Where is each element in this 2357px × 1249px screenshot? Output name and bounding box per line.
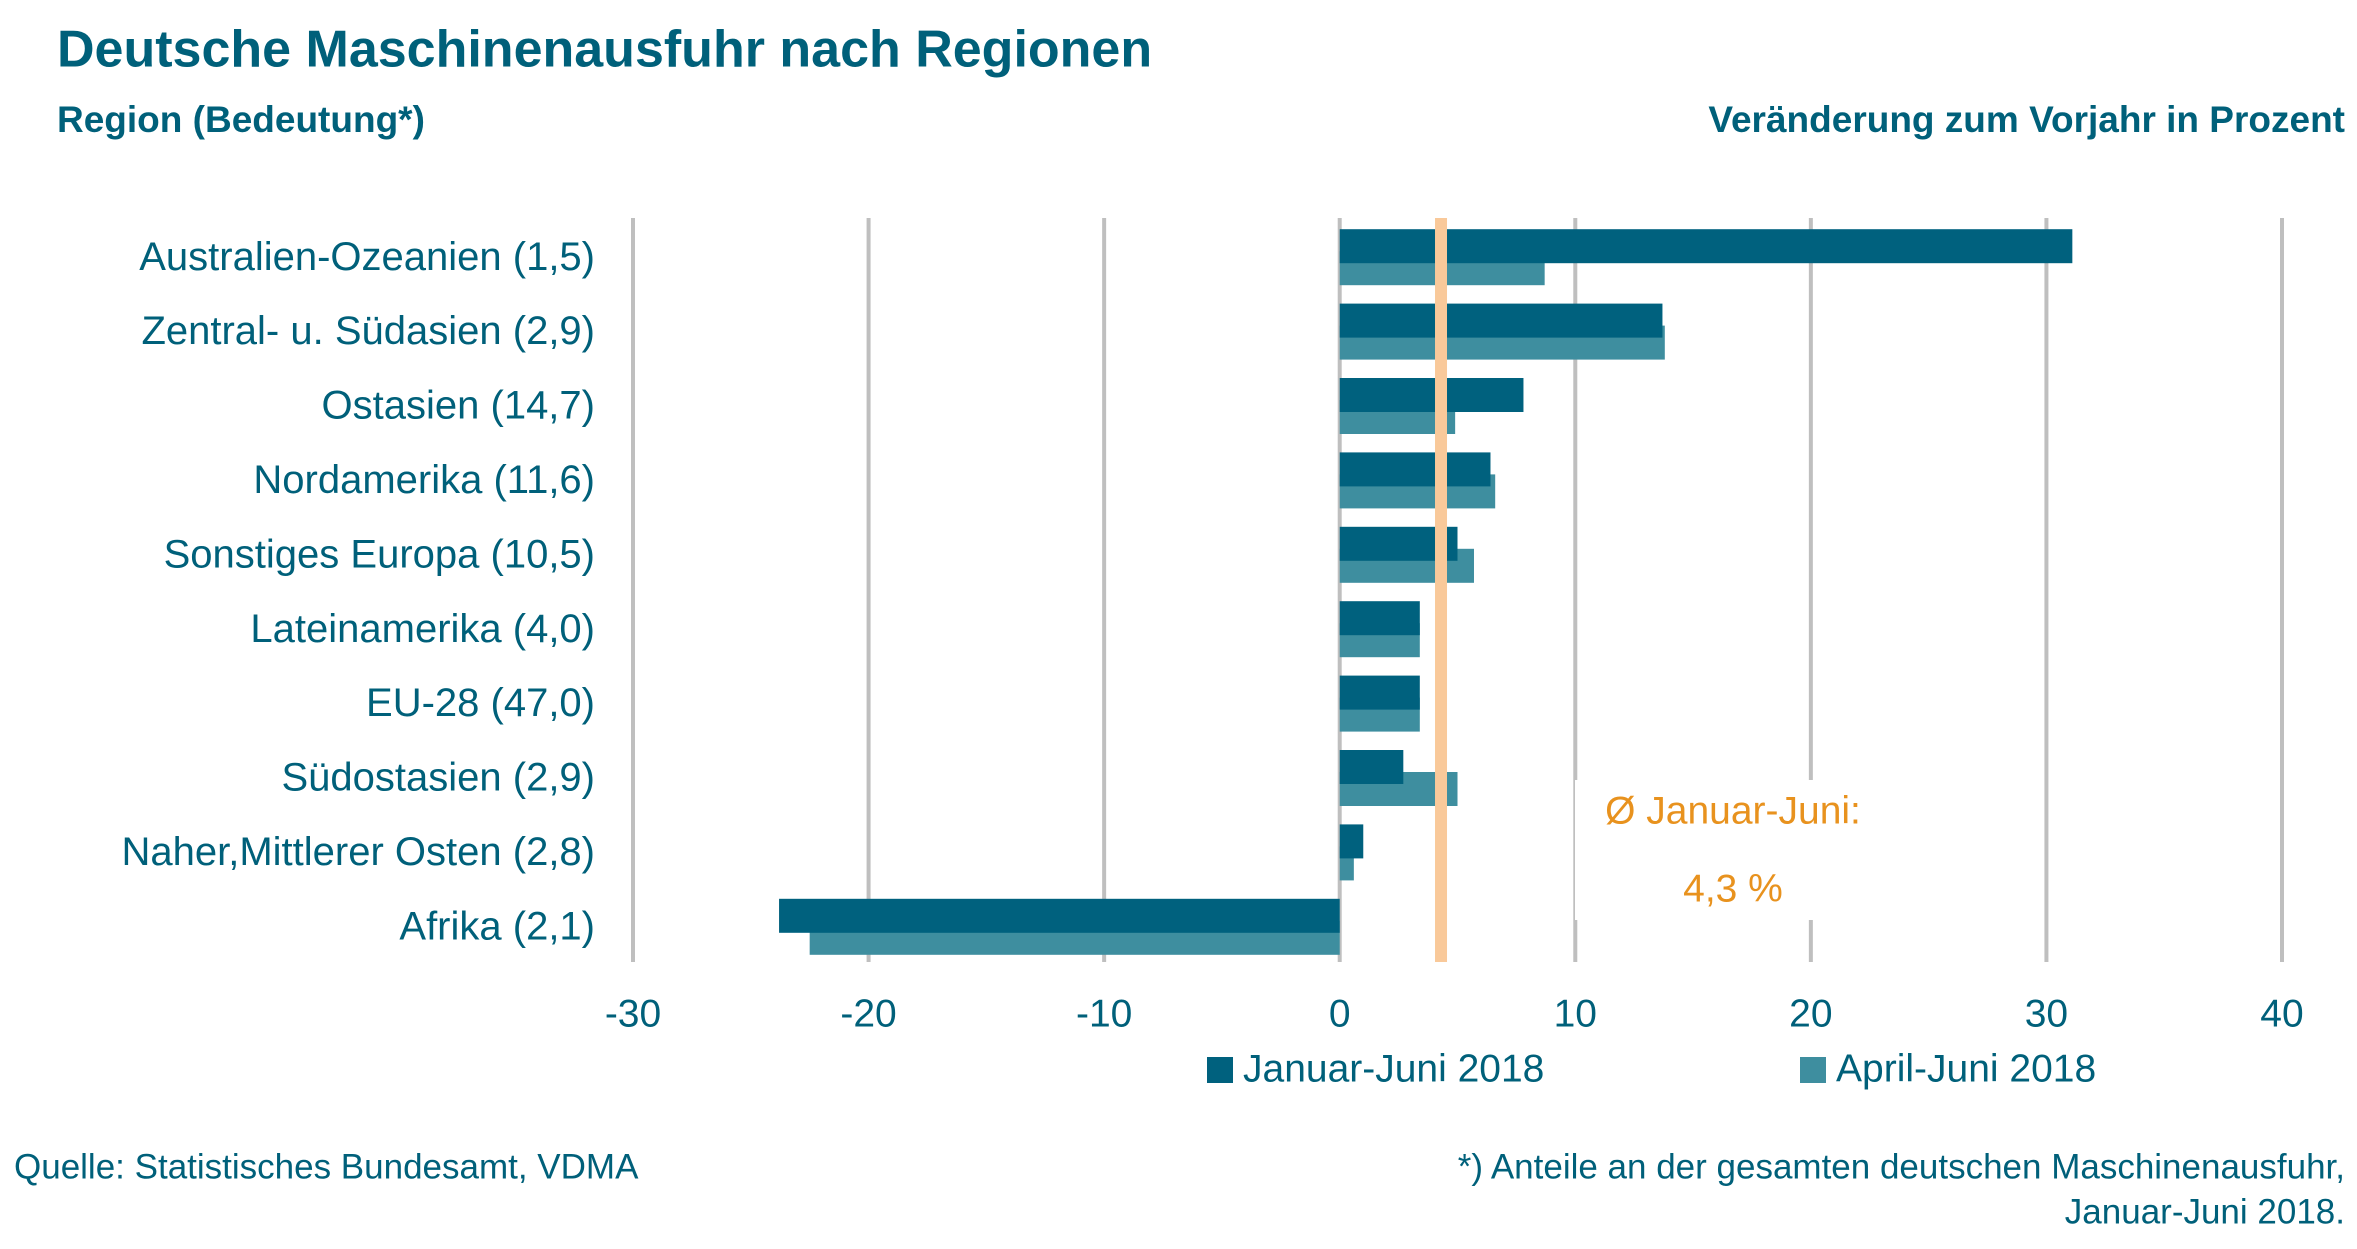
y-tick-label: Zentral- u. Südasien (2,9) bbox=[141, 309, 595, 353]
y-tick-label: Ostasien (14,7) bbox=[322, 384, 595, 428]
bar bbox=[1339, 601, 1420, 636]
y-tick-label: Sonstiges Europa (10,5) bbox=[164, 532, 595, 576]
x-tick-label: 10 bbox=[1554, 992, 1597, 1035]
y-tick-label: Australien-Ozeanien (1,5) bbox=[139, 235, 595, 279]
bar bbox=[1339, 378, 1524, 412]
bar bbox=[1339, 452, 1491, 487]
bar bbox=[1339, 229, 2073, 264]
annotation: 4,3 % bbox=[1683, 867, 1783, 910]
bar bbox=[1339, 675, 1420, 710]
x-axis-title: Veränderung zum Vorjahr in Prozent bbox=[1708, 99, 2345, 140]
legend-label: April-Juni 2018 bbox=[1836, 1047, 2096, 1090]
footnote: Januar-Juni 2018. bbox=[2065, 1192, 2345, 1231]
x-tick-label: -20 bbox=[840, 992, 896, 1035]
footnote: *) Anteile an der gesamten deutschen Mas… bbox=[1458, 1147, 2345, 1186]
x-tick-label: -30 bbox=[605, 992, 661, 1035]
legend-swatch bbox=[1207, 1057, 1233, 1083]
y-tick-label: EU-28 (47,0) bbox=[366, 681, 595, 725]
bar bbox=[779, 898, 1340, 933]
legend-label: Januar-Juni 2018 bbox=[1243, 1047, 1544, 1090]
x-tick-label: -10 bbox=[1076, 992, 1132, 1035]
legend-swatch bbox=[1800, 1057, 1826, 1083]
annotation: Ø Januar-Juni: bbox=[1605, 789, 1861, 832]
y-tick-label: Lateinamerika (4,0) bbox=[250, 607, 595, 651]
chart-title: Deutsche Maschinenausfuhr nach Regionen bbox=[57, 21, 1152, 79]
x-tick-label: 30 bbox=[2025, 992, 2068, 1035]
x-tick-label: 40 bbox=[2260, 992, 2303, 1035]
y-axis-title: Region (Bedeutung*) bbox=[57, 99, 425, 140]
y-tick-label: Afrika (2,1) bbox=[399, 904, 595, 948]
bar bbox=[1339, 303, 1663, 338]
y-tick-label: Nordamerika (11,6) bbox=[253, 458, 595, 502]
x-tick-label: 20 bbox=[1789, 992, 1832, 1035]
y-tick-label: Naher,Mittlerer Osten (2,8) bbox=[122, 830, 596, 874]
source: Quelle: Statistisches Bundesamt, VDMA bbox=[14, 1147, 639, 1186]
annotation-background bbox=[1575, 780, 1895, 920]
bar bbox=[1339, 824, 1364, 859]
y-tick-label: Südostasien (2,9) bbox=[281, 756, 595, 800]
x-tick-label: 0 bbox=[1329, 992, 1351, 1035]
bar bbox=[1339, 750, 1404, 784]
